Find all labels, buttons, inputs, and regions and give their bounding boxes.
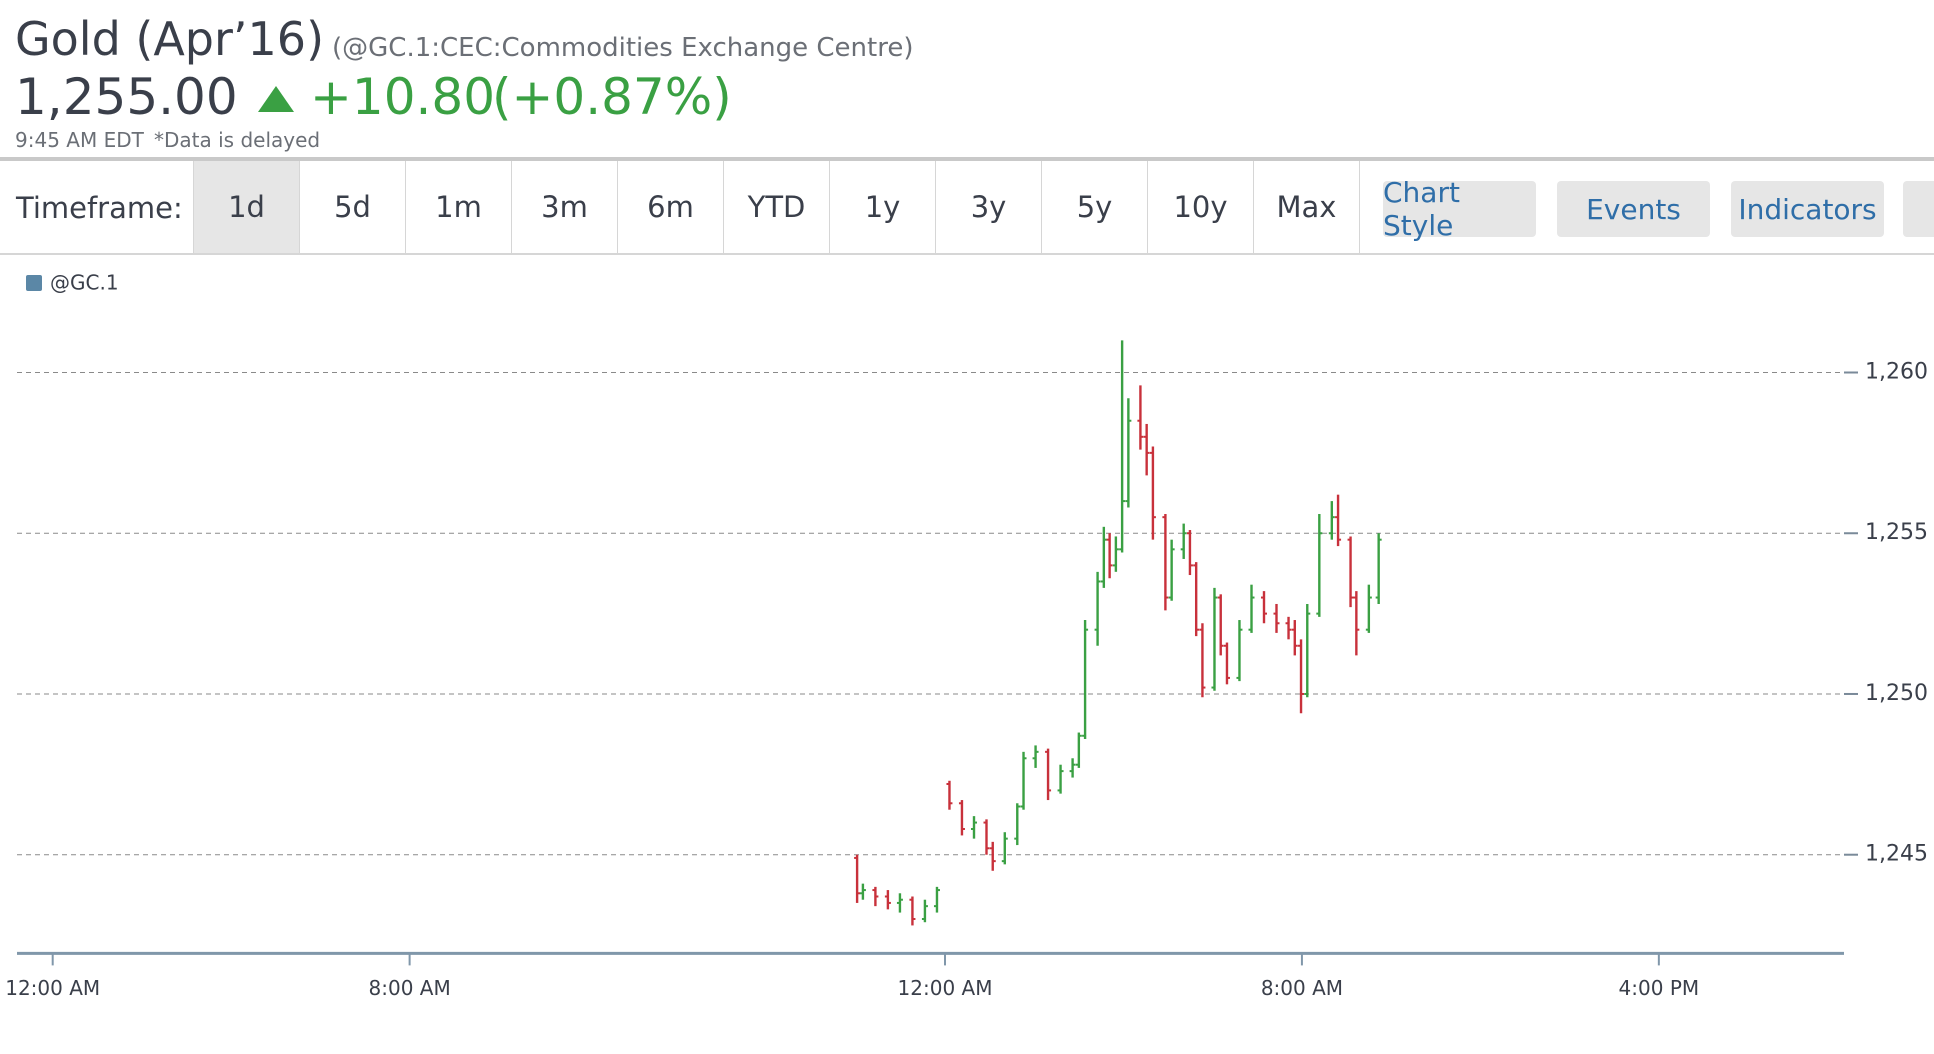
x-tick-label: 8:00 AM xyxy=(369,976,451,1000)
price: 1,255.00 xyxy=(15,68,238,126)
legend-swatch xyxy=(26,275,42,291)
symbol: (@GC.1:CEC:Commodities Exchange Centre) xyxy=(332,33,914,63)
more-button[interactable] xyxy=(1903,181,1934,237)
timeframe-button[interactable]: 6m xyxy=(617,161,723,253)
x-tick-label: 12:00 AM xyxy=(898,976,993,1000)
timestamp: 9:45 AM EDT xyxy=(15,128,144,152)
change-percent: (+0.87%) xyxy=(492,68,732,126)
title: Gold (Apr’16) xyxy=(15,12,325,66)
y-tick-label: 1,250 xyxy=(1865,681,1928,706)
x-tick-label: 12:00 AM xyxy=(5,976,100,1000)
y-tick-label: 1,245 xyxy=(1865,842,1928,867)
timeframe-button[interactable]: 3m xyxy=(511,161,617,253)
timeframe-group: 1d 5d 1m 3m 6m YTD 1y 3y 5y 10y Max xyxy=(193,161,1360,253)
timeframe-button[interactable]: Max xyxy=(1253,161,1360,253)
chart-style-button[interactable]: Chart Style xyxy=(1383,176,1536,242)
chart: @GC.1 1,245 1,250 1,255 1,260 12:00 AM 8:00 AM… xyxy=(5,271,1928,1000)
x-tick-label: 4:00 PM xyxy=(1619,976,1700,1000)
timeframe-button[interactable]: 10y xyxy=(1147,161,1253,253)
events-button[interactable]: Events xyxy=(1557,181,1710,237)
y-tick-label: 1,255 xyxy=(1865,520,1928,545)
timeframe-button[interactable]: 1m xyxy=(405,161,511,253)
timeframe-button[interactable]: 1d xyxy=(193,161,299,253)
timeframe-button[interactable]: 3y xyxy=(935,161,1041,253)
toolbar: Timeframe: 1d 5d 1m 3m 6m YTD 1y 3y 5y 10y Max Cha… xyxy=(0,157,1934,255)
x-tick-label: 8:00 AM xyxy=(1261,976,1343,1000)
timeframe-button[interactable]: 5d xyxy=(299,161,405,253)
y-tick-label: 1,260 xyxy=(1865,360,1928,385)
timeframe-button[interactable]: 5y xyxy=(1041,161,1147,253)
timeframe-button[interactable]: YTD xyxy=(723,161,829,253)
quote-header: Gold (Apr’16) (@GC.1:CEC:Commodities Exc… xyxy=(0,0,1934,158)
change: +10.80 xyxy=(310,68,496,126)
timeframe-label: Timeframe: xyxy=(16,191,183,225)
timeframe-button[interactable]: 1y xyxy=(829,161,935,253)
legend-label: @GC.1 xyxy=(50,271,119,295)
indicators-button[interactable]: Indicators xyxy=(1731,181,1884,237)
delay-note: *Data is delayed xyxy=(154,128,321,152)
up-arrow xyxy=(258,86,294,112)
